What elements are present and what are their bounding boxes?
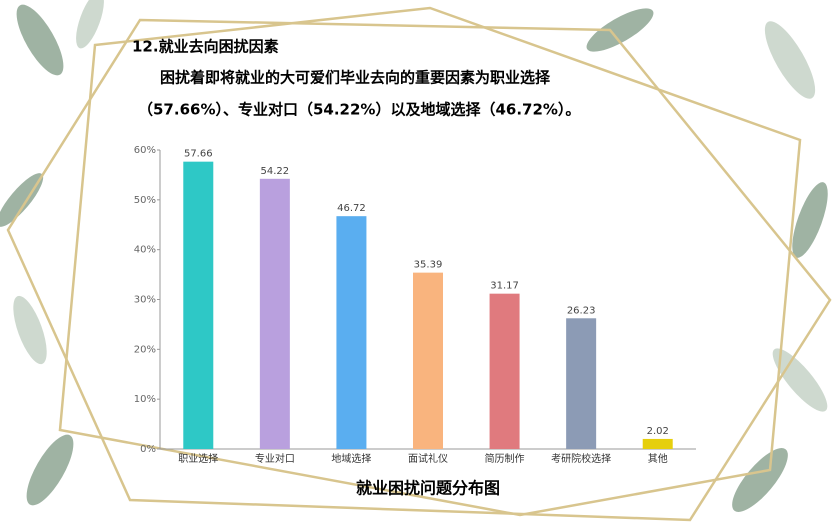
- value-label: 2.02: [647, 426, 669, 437]
- value-label: 46.72: [337, 203, 366, 214]
- y-tick-label: 20%: [134, 344, 156, 355]
- y-tick-label: 0%: [140, 444, 156, 455]
- value-label: 26.23: [567, 305, 596, 316]
- bar: [642, 438, 673, 449]
- x-tick-label: 考研院校选择: [551, 452, 611, 465]
- x-tick-label: 专业对口: [255, 452, 295, 465]
- y-tick-label: 60%: [134, 145, 156, 156]
- x-tick-label: 地域选择: [331, 452, 371, 465]
- x-tick-label: 职业选择: [178, 452, 218, 465]
- paragraph-line: 困扰着即将就业的大可爱们毕业去向的重要因素为职业选择: [160, 69, 551, 87]
- x-tick-label: 其他: [648, 452, 668, 465]
- y-tick-label: 30%: [134, 295, 156, 306]
- value-label: 57.66: [184, 149, 213, 160]
- value-label: 31.17: [490, 281, 519, 292]
- bar: [489, 293, 520, 449]
- y-tick-label: 50%: [134, 195, 156, 206]
- bar: [336, 216, 367, 449]
- x-tick-label: 面试礼仪: [408, 452, 448, 465]
- y-tick-label: 40%: [134, 245, 156, 256]
- x-tick-label: 简历制作: [485, 452, 525, 465]
- value-label: 54.22: [261, 166, 290, 177]
- value-label: 35.39: [414, 260, 443, 271]
- bar: [413, 272, 443, 449]
- bar: [183, 161, 214, 449]
- paragraph-line: （57.66%）、专业对口（54.22%）以及地域选择（46.72%）。: [138, 101, 580, 119]
- y-tick-label: 10%: [134, 394, 156, 405]
- bar: [259, 178, 290, 450]
- chart-caption: 就业困扰问题分布图: [356, 479, 500, 498]
- heading: 12.就业去向困扰因素: [132, 38, 279, 56]
- bar: [566, 318, 597, 449]
